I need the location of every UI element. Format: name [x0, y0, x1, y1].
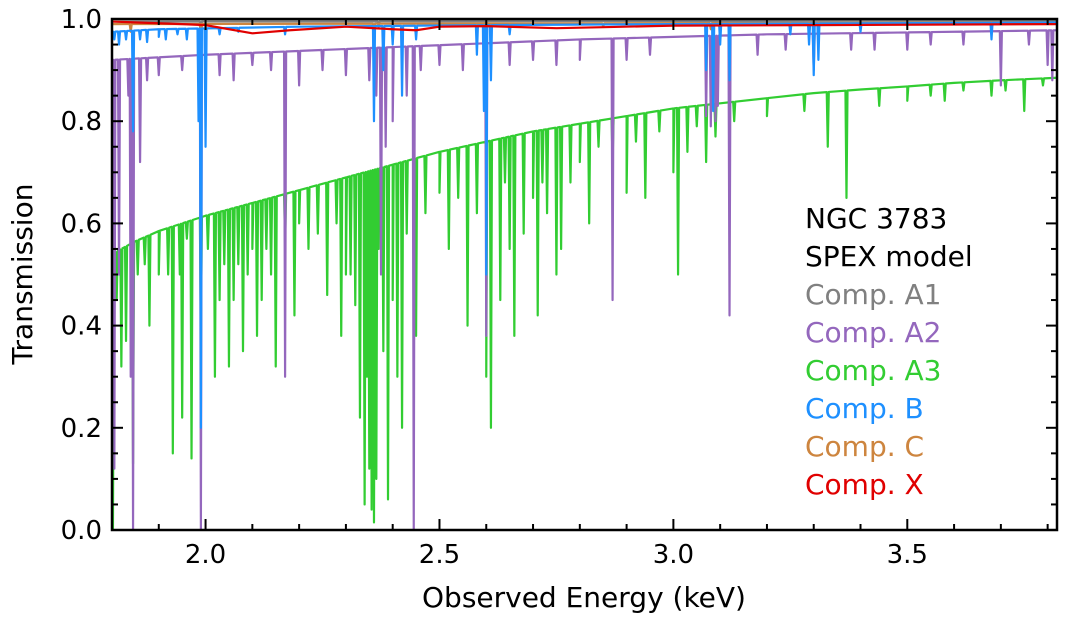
x-axis-label: Observed Energy (keV)	[422, 581, 746, 614]
x-tick-label: 3.5	[887, 540, 928, 570]
y-tick-label: 0.2	[61, 414, 102, 444]
y-tick-label: 0.0	[61, 516, 102, 546]
legend: NGC 3783 SPEX model Comp. A1 Comp. A2 Co…	[805, 202, 973, 501]
series-layer	[112, 19, 1057, 530]
legend-entry-comp-a1: Comp. A1	[805, 278, 942, 311]
x-tick-label: 3.0	[653, 540, 694, 570]
annotation-model: SPEX model	[805, 240, 973, 273]
series-line-comp-x	[112, 20, 1057, 35]
legend-entry-comp-a2: Comp. A2	[805, 316, 942, 349]
y-tick-label: 0.6	[61, 209, 102, 239]
annotation-object: NGC 3783	[805, 202, 947, 235]
legend-entry-comp-x: Comp. X	[805, 468, 924, 501]
y-tick-label: 1.0	[61, 5, 102, 35]
series-line-comp-b	[112, 21, 1057, 429]
tick-label-layer: 2.0 2.5 3.0 3.5 0.0 0.2 0.4 0.6 0.8 1.0	[61, 5, 928, 570]
x-tick-label: 2.5	[419, 540, 460, 570]
legend-entry-comp-a3: Comp. A3	[805, 354, 942, 387]
series-line-comp-a2	[112, 29, 1057, 530]
legend-entry-comp-c: Comp. C	[805, 430, 924, 463]
y-tick-label: 0.8	[61, 107, 102, 137]
legend-entry-comp-b: Comp. B	[805, 392, 924, 425]
x-tick-label: 2.0	[185, 540, 226, 570]
tick-layer	[111, 18, 1057, 531]
y-axis-label: Transmission	[6, 184, 39, 366]
y-tick-label: 0.4	[61, 312, 102, 342]
series-line-comp-a3	[112, 76, 1057, 530]
